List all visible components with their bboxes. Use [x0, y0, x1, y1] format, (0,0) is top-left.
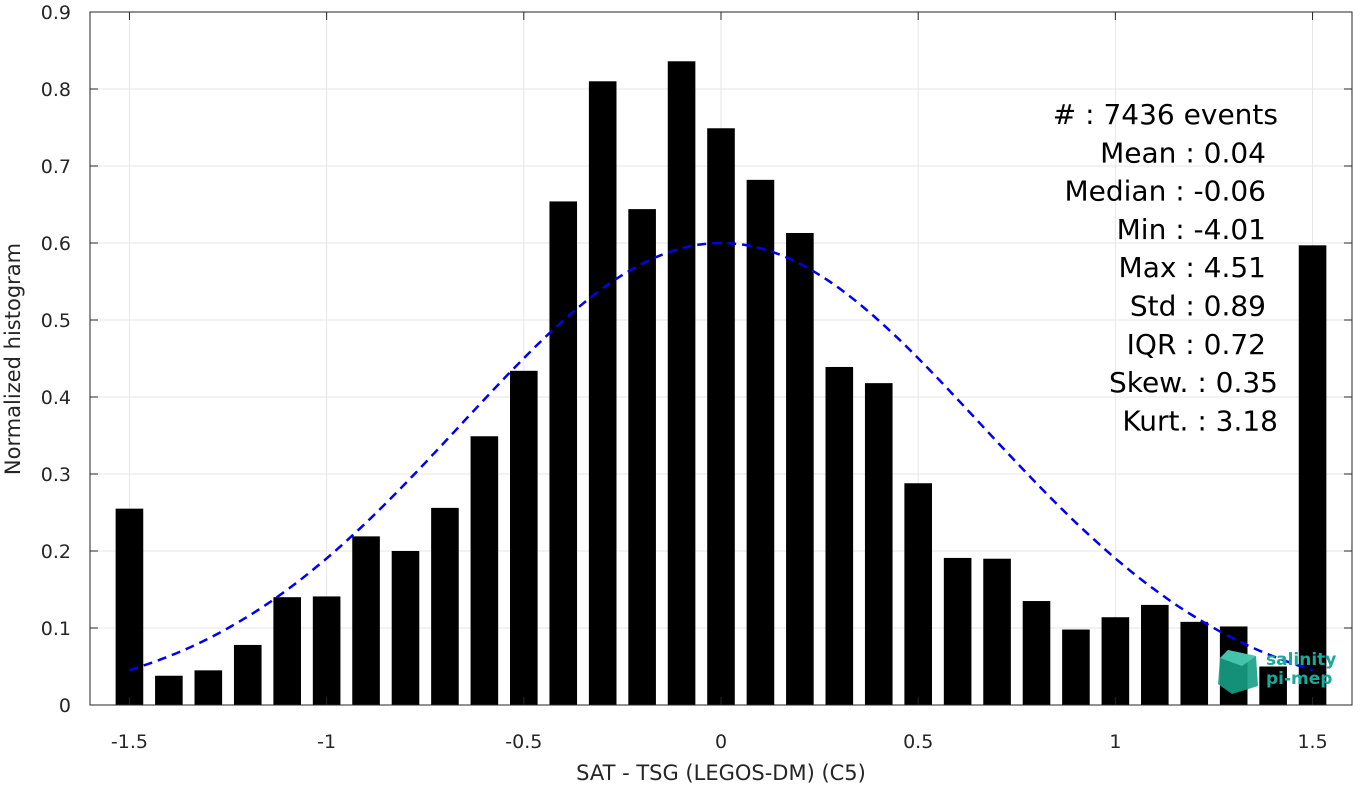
x-tick-label: -1.5 — [111, 731, 148, 753]
stat-line: # : 7436 events — [1053, 98, 1278, 131]
gaussian-fit-line — [129, 241, 1313, 672]
histogram-bar — [628, 209, 656, 705]
x-tick-label: 1 — [1109, 731, 1121, 753]
histogram-bar — [155, 675, 183, 705]
histogram-bar — [312, 596, 341, 705]
y-axis-label: Normalized histogram — [1, 243, 25, 475]
histogram-bar — [549, 201, 578, 706]
histogram-bar — [352, 536, 380, 705]
stat-line: Mean : 0.04 — [1100, 136, 1266, 169]
histogram-bar — [825, 366, 854, 705]
stat-line: Max : 4.51 — [1119, 251, 1266, 284]
x-axis-label: SAT - TSG (LEGOS-DM) (C5) — [576, 761, 866, 785]
histogram-bar — [391, 551, 420, 705]
histogram-bar — [1101, 617, 1130, 705]
y-tick-label: 0.2 — [41, 541, 71, 563]
y-tick-label: 0.3 — [41, 464, 71, 486]
y-tick-label: 0 — [59, 695, 71, 717]
x-tick-label: -1 — [317, 731, 336, 753]
y-tick-label: 0.9 — [41, 2, 71, 24]
stat-line: Skew. : 0.35 — [1109, 366, 1278, 399]
logo-line2: pi-mep — [1266, 669, 1332, 689]
histogram-bar — [1180, 621, 1209, 705]
x-tick-label: 0 — [715, 731, 727, 753]
salinity-pimep-logo: salinity pi-mep — [1218, 650, 1336, 694]
histogram-bar — [431, 507, 459, 705]
stat-line: Median : -0.06 — [1064, 175, 1266, 208]
y-axis-ticks: 0 0.1 0.2 0.3 0.4 0.5 0.6 0.7 0.8 0.9 — [41, 2, 1352, 717]
y-tick-label: 0.8 — [41, 79, 71, 101]
x-tick-label: 0.5 — [903, 731, 933, 753]
histogram-bar — [707, 128, 735, 705]
y-tick-label: 0.1 — [41, 618, 71, 640]
histogram-bar — [786, 232, 814, 706]
x-axis-ticks: -1.5 -1 -0.5 0 0.5 1 1.5 — [111, 12, 1328, 753]
y-tick-label: 0.7 — [41, 156, 71, 178]
stat-line: Kurt. : 3.18 — [1122, 404, 1278, 437]
histogram-bar — [1022, 601, 1051, 705]
histogram-bar — [233, 644, 262, 705]
histogram-bar — [470, 436, 499, 705]
histogram-bar — [904, 483, 932, 705]
x-tick-label: 1.5 — [1297, 731, 1327, 753]
y-tick-label: 0.4 — [41, 387, 71, 409]
statistics-box: # : 7436 events Mean : 0.04 Median : -0.06… — [1053, 98, 1278, 437]
histogram-bar — [1259, 666, 1287, 705]
histogram-bar — [1141, 604, 1169, 705]
histogram-bar — [273, 597, 301, 705]
histogram-bar — [510, 370, 538, 705]
logo-line1: salinity — [1266, 650, 1336, 670]
histogram-bars — [115, 61, 1327, 706]
histogram-bar — [194, 670, 223, 705]
logo-cube-facet — [1220, 650, 1256, 666]
y-tick-label: 0.5 — [41, 310, 71, 332]
histogram-bar — [864, 383, 893, 705]
stat-line: Std : 0.89 — [1130, 290, 1266, 323]
x-tick-label: -0.5 — [505, 731, 542, 753]
y-tick-label: 0.6 — [41, 233, 71, 255]
histogram-bar — [1062, 629, 1090, 705]
histogram-bar — [983, 558, 1011, 705]
stat-line: IQR : 0.72 — [1127, 328, 1266, 361]
histogram-bar — [588, 81, 617, 706]
histogram-bar — [1298, 245, 1327, 705]
histogram-bar — [115, 508, 144, 705]
histogram-bar — [746, 179, 775, 706]
histogram-bar — [667, 61, 696, 705]
stat-line: Min : -4.01 — [1117, 213, 1266, 246]
histogram-bar — [943, 557, 972, 705]
